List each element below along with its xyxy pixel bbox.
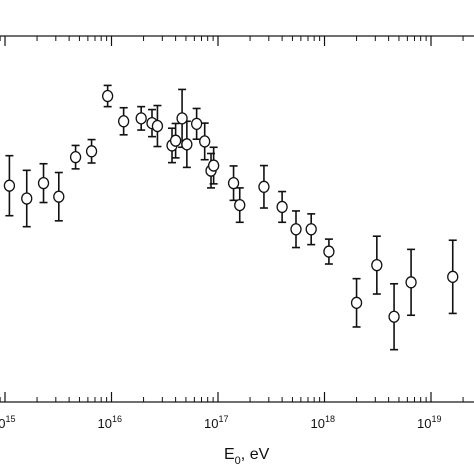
data-point bbox=[447, 270, 459, 283]
x-axis-title-separator: , bbox=[241, 446, 250, 463]
data-point bbox=[3, 179, 16, 192]
data-point bbox=[151, 119, 164, 133]
data-point bbox=[258, 180, 270, 193]
data-point bbox=[21, 192, 33, 205]
data-point bbox=[371, 258, 383, 272]
data-point bbox=[305, 223, 317, 236]
data-point bbox=[227, 176, 240, 190]
x-tick-label-base: 10 bbox=[0, 416, 5, 431]
data-point bbox=[176, 112, 188, 125]
data-point bbox=[290, 223, 302, 236]
data-points bbox=[3, 89, 459, 323]
x-tick-label-exponent: 15 bbox=[5, 414, 15, 424]
data-point bbox=[388, 310, 400, 323]
x-tick-label: 1016 bbox=[98, 414, 122, 431]
data-point bbox=[234, 198, 246, 212]
x-tick-label-base: 10 bbox=[417, 416, 431, 431]
x-tick-label: 1015 bbox=[0, 414, 15, 431]
data-point bbox=[69, 150, 82, 164]
data-point bbox=[169, 134, 182, 147]
data-point bbox=[117, 115, 130, 128]
x-axis-title: E0, eV bbox=[224, 446, 270, 467]
x-axis-title-unit: eV bbox=[250, 446, 270, 463]
plot-frame bbox=[0, 35, 474, 403]
data-point bbox=[405, 276, 417, 289]
x-tick-label: 1018 bbox=[311, 414, 335, 431]
x-minor-ticks bbox=[0, 36, 464, 402]
error-bars bbox=[5, 84, 457, 351]
data-point bbox=[181, 138, 193, 151]
x-tick-label-exponent: 17 bbox=[218, 414, 228, 424]
data-point bbox=[101, 89, 114, 103]
data-point bbox=[190, 117, 203, 130]
data-point bbox=[135, 112, 147, 125]
x-axis-title-subscript: 0 bbox=[235, 455, 241, 467]
data-point bbox=[85, 145, 98, 158]
x-major-ticks bbox=[4, 36, 432, 402]
x-tick-label-exponent: 19 bbox=[431, 414, 441, 424]
x-tick-label-exponent: 18 bbox=[325, 414, 335, 424]
data-point bbox=[53, 190, 65, 203]
data-point bbox=[37, 176, 50, 190]
x-tick-label-base: 10 bbox=[98, 416, 112, 431]
x-tick-label-base: 10 bbox=[311, 416, 325, 431]
x-tick-label: 1017 bbox=[204, 414, 228, 431]
data-point bbox=[207, 159, 220, 172]
x-tick-label: 1019 bbox=[417, 414, 441, 431]
x-tick-label-exponent: 16 bbox=[112, 414, 122, 424]
data-point bbox=[276, 200, 288, 214]
x-tick-labels: 10151016101710181019 bbox=[0, 414, 441, 431]
data-point bbox=[323, 245, 335, 258]
x-tick-label-base: 10 bbox=[204, 416, 218, 431]
data-point bbox=[350, 296, 363, 309]
x-axis-title-base: E bbox=[224, 446, 235, 463]
data-point bbox=[199, 135, 211, 148]
